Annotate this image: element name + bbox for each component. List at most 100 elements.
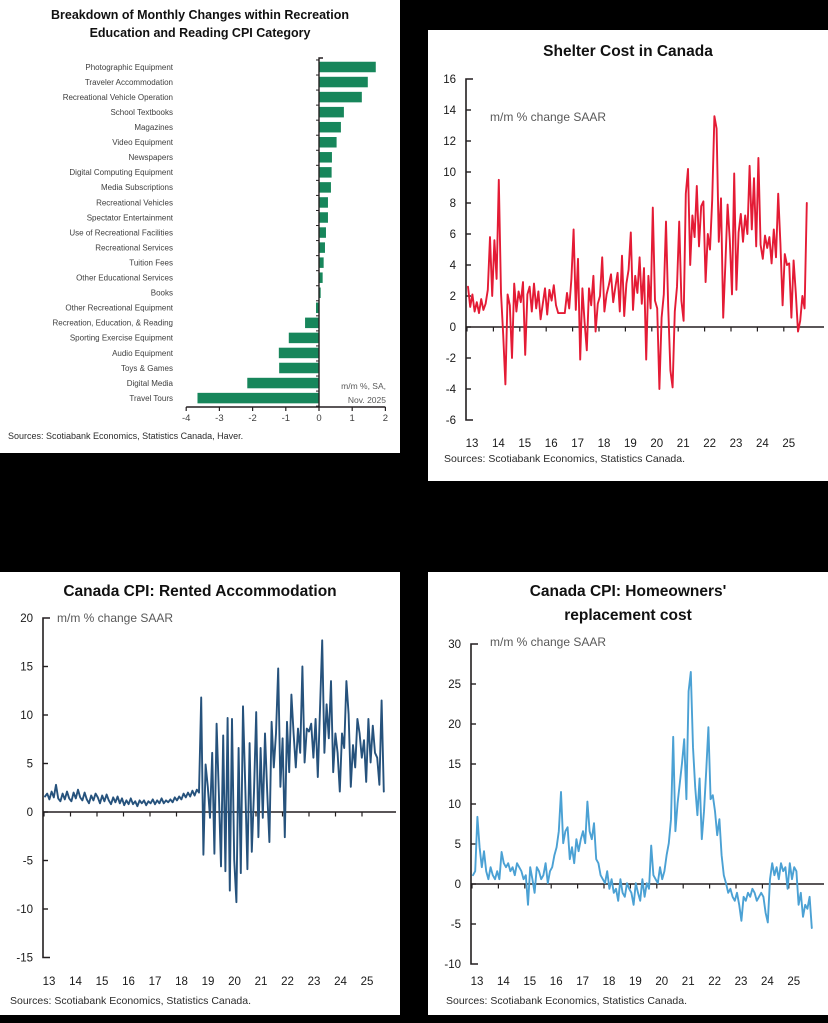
y-tick-label: -6 bbox=[446, 415, 456, 427]
chart-subtitle-homeowners: m/m % change SAAR bbox=[490, 635, 607, 649]
x-tick-label: 25 bbox=[782, 438, 795, 450]
x-tick-label: 21 bbox=[677, 438, 690, 450]
category-label: Newspapers bbox=[129, 153, 173, 162]
source-note-shelter: Sources: Scotiabank Economics, Statistic… bbox=[444, 453, 686, 465]
source-note-recreation: Sources: Scotiabank Economics, Statistic… bbox=[8, 431, 244, 441]
x-tick-label: -3 bbox=[215, 413, 223, 424]
bar-7 bbox=[319, 167, 332, 178]
x-tick-label: 22 bbox=[703, 438, 716, 450]
x-tick-label: 23 bbox=[308, 976, 321, 988]
x-tick-label: 20 bbox=[228, 976, 241, 988]
bar-14 bbox=[319, 272, 323, 283]
x-tick-label: 15 bbox=[96, 976, 109, 988]
bar-chart-recreation: Photographic Equipment Traveler Accommoda… bbox=[52, 57, 388, 424]
y-tick-label: 0 bbox=[450, 322, 456, 334]
category-label: Travel Tours bbox=[129, 394, 173, 403]
x-tick-label: 17 bbox=[149, 976, 162, 988]
y-tick-label: 15 bbox=[448, 759, 461, 771]
bar-17 bbox=[305, 317, 319, 329]
x-tick-label: 13 bbox=[466, 438, 479, 450]
x-tick-label: 19 bbox=[624, 438, 637, 450]
bar-12 bbox=[319, 242, 325, 253]
chart-title-line2: Education and Reading CPI Category bbox=[89, 26, 311, 40]
source-note-homeowners: Sources: Scotiabank Economics, Statistic… bbox=[446, 995, 688, 1007]
bar-annotation: m/m %, SA, Nov. 2025 bbox=[296, 380, 386, 407]
chart-title-recreation: Breakdown of Monthly Changes within Recr… bbox=[0, 6, 400, 42]
x-tick-label: 14 bbox=[497, 976, 510, 988]
y-tick-label: 20 bbox=[20, 613, 33, 625]
bar-4 bbox=[319, 121, 341, 133]
chart-subtitle-shelter: m/m % change SAAR bbox=[490, 110, 607, 124]
x-tick-label: 23 bbox=[735, 976, 748, 988]
annotation-line1: m/m %, SA, bbox=[341, 381, 386, 391]
category-label: Video Equipment bbox=[112, 138, 174, 147]
x-tick-label: 25 bbox=[787, 976, 800, 988]
x-tick-label: 24 bbox=[761, 976, 774, 988]
y-tick-label: 30 bbox=[448, 639, 461, 651]
y-tick-label: 10 bbox=[20, 710, 33, 722]
panel-shelter-cost: 16 14 12 10 8 6 4 2 0 -2 -4 -6 13 14 15 16 17 18 19 20 21 22 2… bbox=[428, 30, 828, 481]
bar-18 bbox=[288, 332, 319, 344]
bar-0 bbox=[319, 61, 376, 73]
bar-16 bbox=[316, 302, 319, 314]
x-tick-label: 19 bbox=[202, 976, 215, 988]
y-axis bbox=[465, 78, 473, 421]
x-tick-label: 18 bbox=[175, 976, 188, 988]
bar-3 bbox=[319, 106, 344, 118]
y-tick-label: 10 bbox=[448, 799, 461, 811]
x-tick-label: -1 bbox=[282, 413, 290, 424]
bar-13 bbox=[319, 257, 324, 268]
x-tick-label: 17 bbox=[576, 976, 589, 988]
category-label: School Textbooks bbox=[110, 108, 173, 117]
category-label: Digital Media bbox=[127, 379, 174, 388]
bar-6 bbox=[319, 152, 332, 163]
category-label: Toys & Games bbox=[121, 364, 173, 373]
bar-9 bbox=[319, 197, 328, 208]
series-line bbox=[467, 115, 808, 390]
bar-5 bbox=[319, 137, 337, 148]
x-tick-label: 24 bbox=[756, 438, 769, 450]
category-label: Magazines bbox=[134, 123, 173, 132]
chart-title-rented: Canada CPI: Rented Accommodation bbox=[63, 583, 337, 600]
bar-20 bbox=[279, 362, 319, 374]
panel-recreation-breakdown: Photographic Equipment Traveler Accommoda… bbox=[0, 0, 400, 453]
category-label: Tuition Fees bbox=[129, 258, 173, 267]
y-tick-label: -15 bbox=[16, 953, 33, 965]
x-tick-label: 25 bbox=[361, 976, 374, 988]
y-tick-label: -4 bbox=[446, 384, 457, 396]
zero-axis bbox=[318, 57, 323, 407]
x-tick-label: 21 bbox=[682, 976, 695, 988]
x-tick-label: 20 bbox=[650, 438, 663, 450]
y-tick-label: 20 bbox=[448, 719, 461, 731]
category-label: Use of Recreational Facilities bbox=[69, 228, 173, 237]
x-tick-label: 13 bbox=[43, 976, 56, 988]
chart-title-homeowners: Canada CPI: Homeowners' replacement cost bbox=[428, 580, 828, 628]
bar-10 bbox=[319, 212, 328, 223]
category-label: Photographic Equipment bbox=[85, 63, 173, 72]
y-tick-label: -10 bbox=[16, 904, 33, 916]
category-label: Recreational Vehicle Operation bbox=[63, 93, 173, 102]
x-tick-label: 20 bbox=[655, 976, 668, 988]
bar-11 bbox=[319, 227, 326, 238]
chart-title-line2: replacement cost bbox=[564, 607, 692, 624]
x-tick-label: 24 bbox=[334, 976, 347, 988]
y-tick-label: 16 bbox=[443, 74, 456, 86]
y-tick-label: 25 bbox=[448, 679, 461, 691]
x-tick-label: 14 bbox=[69, 976, 82, 988]
bar-2 bbox=[319, 91, 362, 103]
line-chart-homeowners: 30 25 20 15 10 5 0 -5 -10 13 14 15 16 17 18 19 20 21 22 23 2… bbox=[444, 639, 824, 988]
category-label: Sporting Exercise Equipment bbox=[70, 334, 174, 343]
x-tick-label: 14 bbox=[492, 438, 505, 450]
y-tick-label: 8 bbox=[450, 198, 456, 210]
category-label: Books bbox=[151, 289, 173, 298]
y-tick-label: 0 bbox=[455, 879, 461, 891]
panel-homeowners-replacement: 30 25 20 15 10 5 0 -5 -10 13 14 15 16 17 18 19 20 21 22 23 2… bbox=[428, 572, 828, 1015]
chart-title-line1: Breakdown of Monthly Changes within Recr… bbox=[51, 8, 349, 22]
bar-15 bbox=[319, 287, 321, 298]
category-label: Spectator Entertainment bbox=[87, 213, 174, 222]
chart-subtitle-rented: m/m % change SAAR bbox=[57, 611, 174, 625]
bar-21 bbox=[247, 377, 319, 389]
category-label: Audio Equipment bbox=[112, 349, 174, 358]
series-line bbox=[44, 639, 385, 904]
